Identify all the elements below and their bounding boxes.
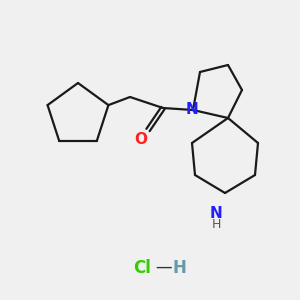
Text: H: H (172, 259, 186, 277)
Text: N: N (210, 206, 222, 221)
Text: N: N (186, 101, 198, 116)
Text: Cl: Cl (133, 259, 151, 277)
Text: O: O (134, 133, 148, 148)
Text: H: H (211, 218, 221, 232)
Text: —: — (155, 258, 172, 276)
